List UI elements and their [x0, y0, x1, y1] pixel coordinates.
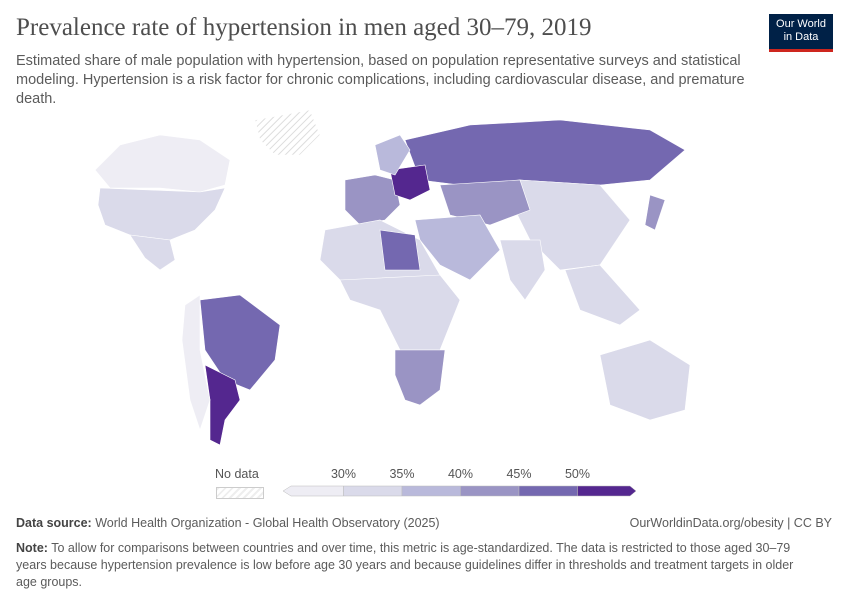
country-canada[interactable]: [94, 134, 231, 193]
page-title: Prevalence rate of hypertension in men a…: [16, 14, 592, 41]
country-russia[interactable]: [404, 119, 686, 186]
legend-bin-3[interactable]: [460, 485, 520, 497]
license-link[interactable]: OurWorldinData.org/obesity | CC BY: [629, 516, 832, 530]
country-central-africa[interactable]: [339, 274, 461, 351]
legend-bin-5[interactable]: [577, 485, 637, 497]
owid-logo[interactable]: Our World in Data: [769, 14, 833, 52]
country-libya[interactable]: [379, 229, 421, 271]
legend-bin-2[interactable]: [401, 485, 461, 497]
subtitle: Estimated share of male population with …: [16, 53, 745, 107]
country-europe[interactable]: [344, 174, 401, 226]
legend-color-bar: [283, 485, 637, 497]
legend-tick: 30%: [330, 467, 357, 481]
world-map: [94, 109, 691, 446]
country-argentina[interactable]: [204, 364, 241, 446]
country-scandinavia[interactable]: [374, 134, 411, 176]
note-label: Note:: [16, 541, 48, 555]
note: Note: To allow for comparisons between c…: [16, 540, 816, 591]
country-united-states[interactable]: [97, 187, 226, 241]
legend-bin-0[interactable]: [283, 485, 344, 497]
logo-line2: in Data: [783, 31, 819, 43]
country-central-asia[interactable]: [439, 179, 531, 226]
legend-bin-1[interactable]: [343, 485, 403, 497]
note-text: To allow for comparisons between countri…: [16, 541, 794, 589]
country-japan[interactable]: [644, 194, 666, 231]
data-source: Data source: World Health Organization -…: [16, 516, 440, 530]
legend-no-data-label: No data: [215, 467, 259, 481]
country-southern-africa[interactable]: [394, 349, 446, 406]
country-india[interactable]: [499, 239, 546, 301]
country-australia[interactable]: [599, 339, 691, 421]
country-southeast-asia[interactable]: [564, 264, 641, 326]
legend-tick: 40%: [447, 467, 474, 481]
country-mexico[interactable]: [129, 234, 176, 271]
country-greenland[interactable]: [254, 109, 321, 156]
source-label: Data source:: [16, 516, 92, 530]
legend-tick: 50%: [564, 467, 591, 481]
country-andes[interactable]: [181, 294, 211, 431]
legend-tick: 45%: [506, 467, 532, 481]
legend-bin-4[interactable]: [518, 485, 578, 497]
country-eastern-europe[interactable]: [389, 164, 431, 201]
logo-line1: Our World: [776, 18, 826, 30]
legend-tick: 35%: [389, 467, 415, 481]
country-brazil[interactable]: [199, 294, 281, 391]
source-text[interactable]: World Health Organization - Global Healt…: [95, 516, 440, 530]
legend-no-data-swatch: [216, 487, 264, 499]
